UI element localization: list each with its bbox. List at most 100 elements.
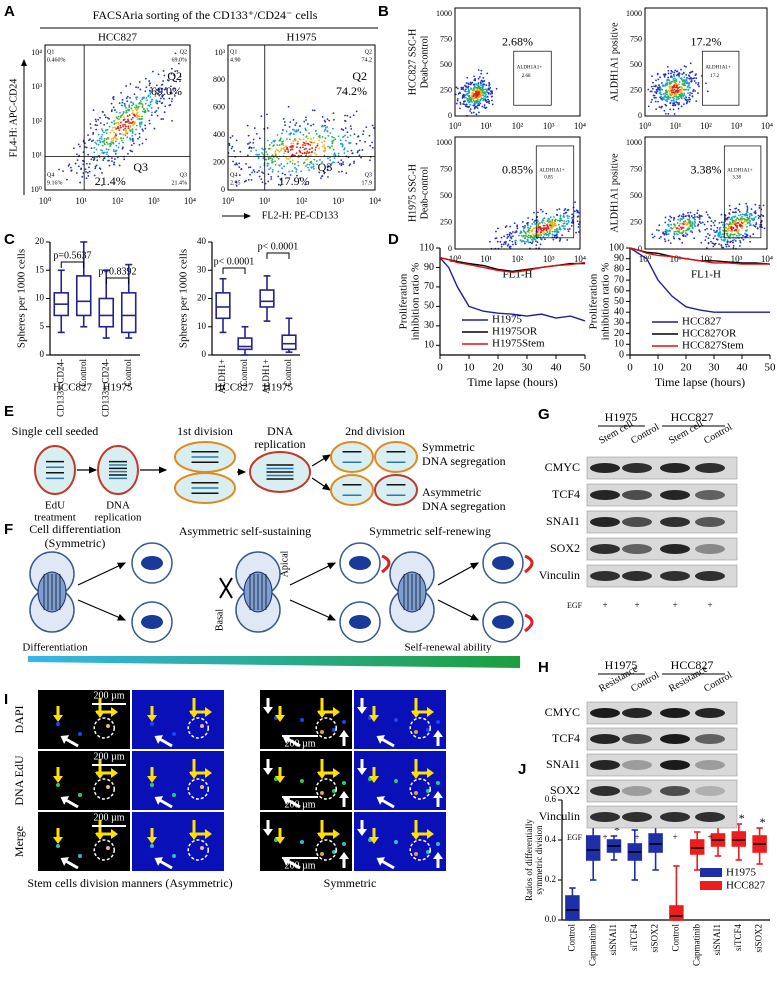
cell-cloud bbox=[58, 52, 182, 187]
pointer-head bbox=[60, 857, 70, 866]
cell-dot bbox=[518, 234, 520, 237]
cell-dot bbox=[674, 81, 676, 84]
cell-dot bbox=[337, 161, 340, 164]
cell-dot bbox=[679, 222, 681, 225]
cell-dot bbox=[62, 170, 64, 173]
cell-dot bbox=[730, 225, 733, 228]
significance-star: * bbox=[614, 823, 620, 837]
cell-dot bbox=[680, 105, 683, 108]
box bbox=[669, 905, 684, 921]
pointer-head bbox=[369, 837, 379, 844]
row-label: Merge bbox=[12, 826, 26, 857]
cell-dot bbox=[662, 231, 665, 234]
cell-dot bbox=[563, 227, 565, 230]
p-value: p=0.5637 bbox=[53, 250, 91, 261]
cell-dot bbox=[732, 215, 735, 218]
quadrant-value: 0.460% bbox=[47, 57, 66, 63]
blot-band bbox=[695, 571, 725, 581]
cell-dot bbox=[362, 130, 365, 133]
cell-dot bbox=[249, 166, 252, 169]
cell-dot bbox=[465, 103, 468, 106]
cell-dot bbox=[686, 233, 689, 236]
cell-dot bbox=[167, 79, 170, 82]
cell-dot bbox=[521, 221, 524, 223]
cell-dot bbox=[103, 114, 106, 116]
cell-dot bbox=[143, 110, 146, 113]
cell-dot bbox=[113, 136, 116, 138]
cell-dot bbox=[113, 119, 115, 122]
cell-dot bbox=[349, 142, 352, 144]
cell-dot bbox=[672, 104, 675, 107]
cell-dot bbox=[323, 144, 326, 147]
pointer-head bbox=[53, 837, 63, 844]
cell-dot bbox=[161, 87, 164, 90]
cell-dot bbox=[731, 228, 733, 231]
cell-dot bbox=[531, 233, 534, 236]
cell-dot bbox=[753, 211, 756, 214]
cell-dot bbox=[685, 215, 687, 217]
cell-dot bbox=[667, 218, 670, 221]
cell-dot bbox=[486, 89, 488, 92]
cell-dot bbox=[114, 152, 117, 155]
cell-dot bbox=[753, 217, 756, 220]
x-tick-label: 40 bbox=[551, 362, 563, 374]
cell-dot bbox=[571, 216, 573, 219]
cell-dot bbox=[289, 132, 292, 135]
cell-dot bbox=[334, 154, 337, 156]
cell-dot bbox=[672, 235, 675, 238]
cell-dot bbox=[150, 86, 153, 89]
cell-dot bbox=[675, 230, 677, 233]
cell-dot bbox=[372, 127, 375, 129]
cell-dot bbox=[128, 106, 130, 108]
cell-dot bbox=[139, 88, 142, 91]
pointer-head bbox=[376, 735, 386, 744]
cell-dot bbox=[348, 142, 351, 145]
blot-band bbox=[695, 708, 725, 718]
box bbox=[648, 833, 663, 853]
axis-label: Proliferation bbox=[588, 273, 600, 329]
cell-dot bbox=[157, 73, 160, 76]
cell-dot bbox=[676, 222, 679, 224]
x-tick-label: 10² bbox=[512, 254, 524, 264]
cell-dot bbox=[121, 98, 124, 101]
cell-dot bbox=[688, 100, 691, 103]
cell-dot bbox=[111, 126, 114, 129]
panel-label: I bbox=[4, 691, 8, 708]
label: Basal bbox=[214, 609, 225, 631]
cell-dot bbox=[99, 116, 101, 119]
cell-dot bbox=[732, 211, 735, 214]
cell-dot bbox=[326, 130, 329, 133]
plot-frame bbox=[644, 136, 768, 250]
cell-dot bbox=[715, 230, 718, 232]
cell-dot bbox=[650, 101, 653, 104]
cell-dot bbox=[482, 97, 485, 100]
x-tick-label: 30 bbox=[709, 362, 721, 374]
cell-dot bbox=[553, 219, 556, 222]
cell-dot bbox=[484, 95, 487, 97]
cell-dot bbox=[506, 233, 509, 236]
cell-dot bbox=[103, 137, 106, 140]
cell-dot bbox=[168, 97, 171, 100]
box bbox=[259, 289, 275, 308]
cell-dot bbox=[331, 145, 333, 147]
y-tick-label: 500 bbox=[630, 191, 642, 200]
cell-dot bbox=[473, 102, 476, 105]
cell-dot bbox=[113, 163, 115, 166]
cell-dot bbox=[147, 109, 149, 112]
cell-dot bbox=[131, 128, 134, 131]
cell-dot bbox=[684, 235, 687, 237]
cell-dot bbox=[114, 140, 117, 143]
arrow bbox=[77, 562, 127, 586]
cell-dot bbox=[568, 228, 571, 230]
pointer-head bbox=[60, 735, 70, 744]
gate-label: ALDH1A1+ bbox=[705, 66, 730, 71]
pointer-head bbox=[263, 829, 273, 836]
x-tick-label: 10³ bbox=[332, 196, 344, 206]
cell-dot bbox=[472, 111, 475, 114]
cell-dot bbox=[228, 144, 231, 147]
cell-dot bbox=[667, 69, 670, 72]
cell-dot bbox=[742, 234, 744, 237]
cell-dot bbox=[704, 228, 707, 231]
cell-dot bbox=[364, 140, 367, 143]
cell-dot bbox=[77, 143, 80, 146]
